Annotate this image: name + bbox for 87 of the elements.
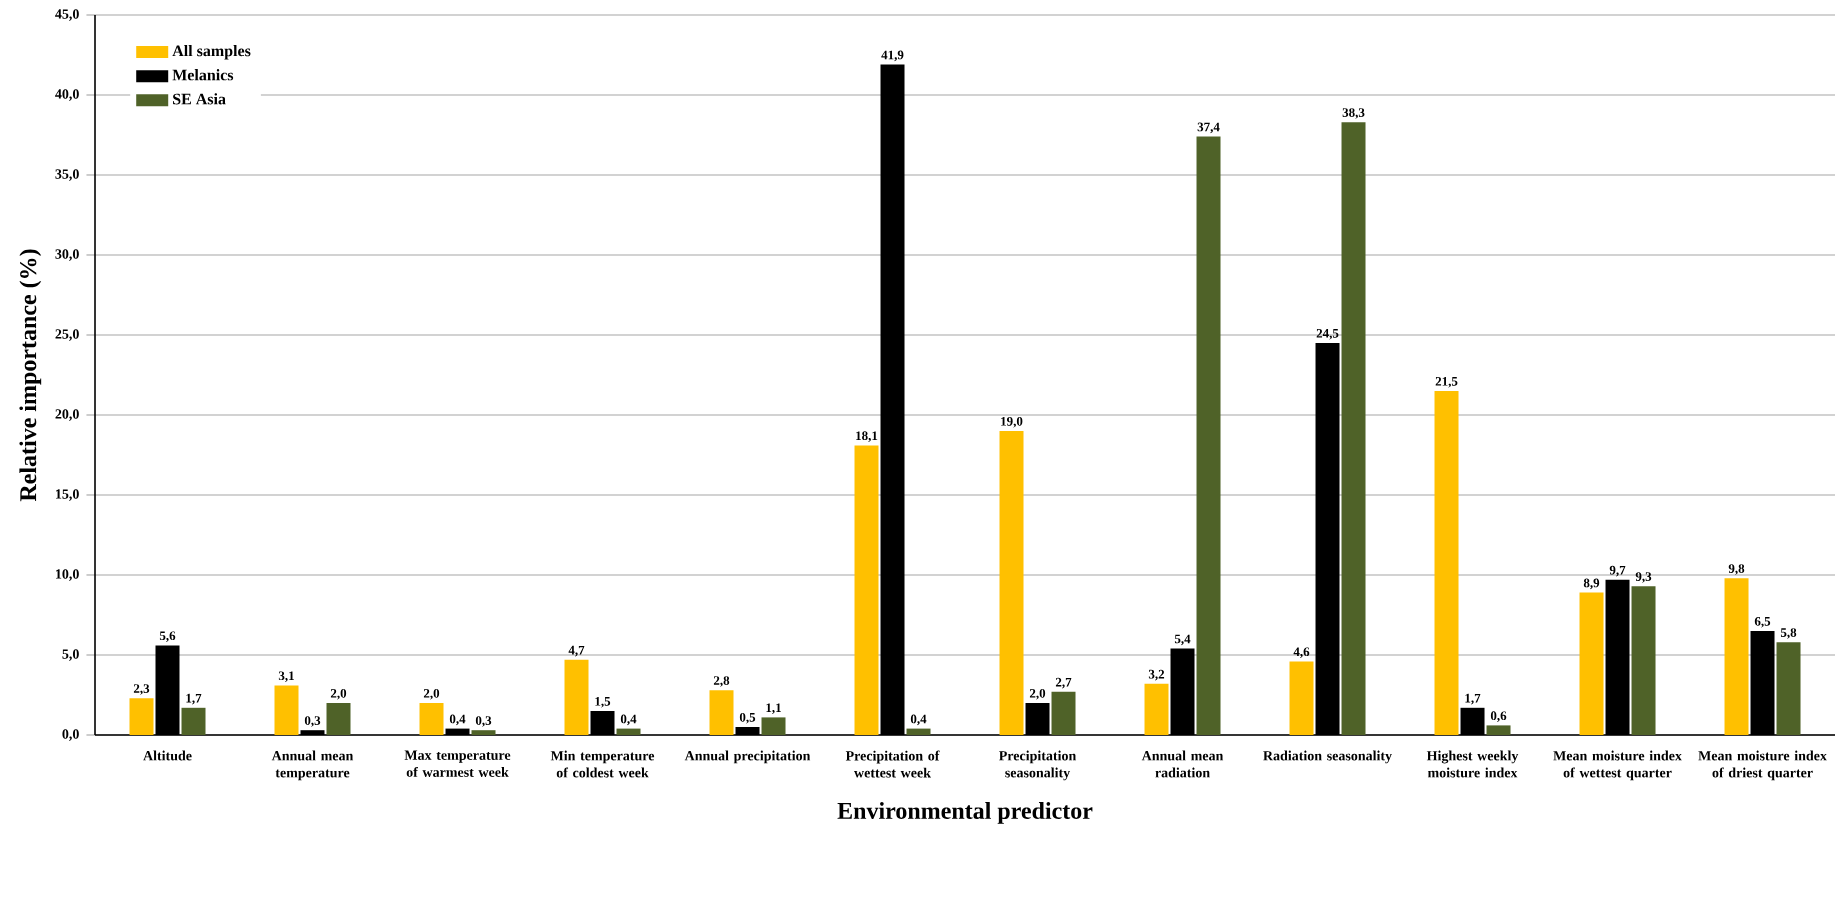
bar: [1196, 136, 1221, 735]
data-label: 5,6: [159, 631, 176, 642]
y-tick-label: 40,0: [55, 89, 79, 101]
bar: [564, 659, 589, 735]
data-label: 5,8: [1780, 628, 1797, 639]
data-label: 2,0: [1029, 688, 1046, 700]
y-tick-label: 30,0: [55, 249, 79, 261]
bar: [1776, 642, 1801, 735]
data-label: 0,5: [739, 712, 756, 724]
x-tick-label: Radiation seasonality: [1263, 750, 1392, 764]
bar: [1486, 725, 1511, 735]
bar: [1341, 122, 1366, 735]
bar: [1434, 391, 1459, 735]
bar: [1579, 592, 1604, 735]
bar: [471, 730, 496, 735]
x-tick-label: Precipitation of wettest week: [845, 750, 940, 778]
data-label: 2,0: [330, 688, 347, 700]
legend-label: All samples: [172, 45, 251, 60]
data-label: 1,7: [1465, 693, 1481, 705]
data-label: 38,3: [1342, 108, 1365, 119]
bar: [419, 703, 444, 735]
data-label: 37,4: [1197, 122, 1220, 134]
data-label: 0,4: [449, 714, 466, 726]
data-label: 2,7: [1055, 677, 1072, 689]
data-label: 0,3: [304, 716, 321, 727]
data-label: 9,7: [1609, 565, 1626, 577]
data-label: 4,6: [1293, 647, 1310, 658]
y-tick-label: 15,0: [56, 489, 79, 501]
data-label: 0,3: [475, 716, 492, 727]
data-label: 9,8: [1728, 564, 1745, 575]
data-label: 21,5: [1435, 376, 1458, 388]
data-label: 1,1: [766, 703, 781, 714]
y-tick-label: 45,0: [55, 9, 79, 21]
y-tick-label: 10,0: [56, 569, 79, 581]
legend-label: Melanics: [172, 69, 234, 81]
x-tick-label: Annual mean radiation: [1141, 750, 1224, 778]
data-label: 2,8: [713, 676, 730, 687]
bar: [1051, 691, 1076, 735]
bar: [906, 728, 931, 735]
data-label: 3,2: [1148, 669, 1165, 681]
y-axis-title: Relative importance (%): [19, 249, 42, 502]
data-label: 0,6: [1490, 711, 1507, 722]
bar: [326, 703, 351, 735]
data-label: 0,4: [620, 714, 637, 726]
x-tick-label: Mean moisture index of wettest quarter: [1553, 750, 1682, 781]
data-label: 0,4: [910, 714, 927, 726]
bar: [274, 685, 299, 735]
bar: [1144, 683, 1169, 735]
x-tick-label: Highest weekly moisture index: [1426, 750, 1519, 778]
data-label: 9,3: [1635, 572, 1652, 583]
data-label: 8,9: [1583, 578, 1600, 590]
x-tick-label: Altitude: [143, 750, 192, 761]
data-label: 4,7: [568, 645, 585, 657]
x-tick-label: Min temperature of coldest week: [550, 750, 655, 778]
bar: [129, 698, 154, 735]
data-label: 41,9: [881, 50, 904, 62]
y-tick-label: 0,0: [62, 729, 79, 741]
x-tick-label: Precipitation seasonality: [999, 750, 1077, 781]
x-axis-title: Environmental predictor: [837, 802, 1093, 824]
x-tick-label: Max temperature of warmest week: [404, 750, 511, 777]
data-label: 1,5: [595, 697, 611, 708]
bar: [1724, 578, 1749, 735]
data-label: 2,0: [423, 688, 440, 700]
y-tick-label: 20,0: [55, 409, 79, 421]
bar: [616, 728, 641, 735]
bar: [1289, 661, 1314, 735]
bar: [999, 431, 1024, 735]
data-label: 5,4: [1174, 634, 1191, 646]
data-label: 3,1: [278, 671, 294, 682]
legend-label: SE Asia: [173, 93, 226, 105]
data-label: 6,5: [1754, 616, 1771, 628]
x-tick-label: Mean moisture index of driest quarter: [1698, 750, 1827, 781]
data-label: 24,5: [1316, 328, 1339, 340]
x-tick-label: Annual mean temperature: [271, 750, 354, 781]
x-tick-label: Annual precipitation: [684, 750, 811, 764]
y-tick-label: 5,0: [62, 649, 79, 661]
bar: [1631, 586, 1656, 735]
data-label: 18,1: [856, 431, 878, 442]
y-tick-label: 25,0: [55, 329, 79, 341]
data-label: 1,7: [186, 693, 202, 705]
bar: [181, 707, 206, 735]
data-label: 19,0: [1001, 416, 1023, 428]
bar: [854, 445, 879, 735]
y-tick-label: 35,0: [55, 169, 79, 181]
data-label: 2,3: [133, 684, 150, 695]
bar: [709, 690, 734, 735]
bar: [761, 717, 786, 735]
